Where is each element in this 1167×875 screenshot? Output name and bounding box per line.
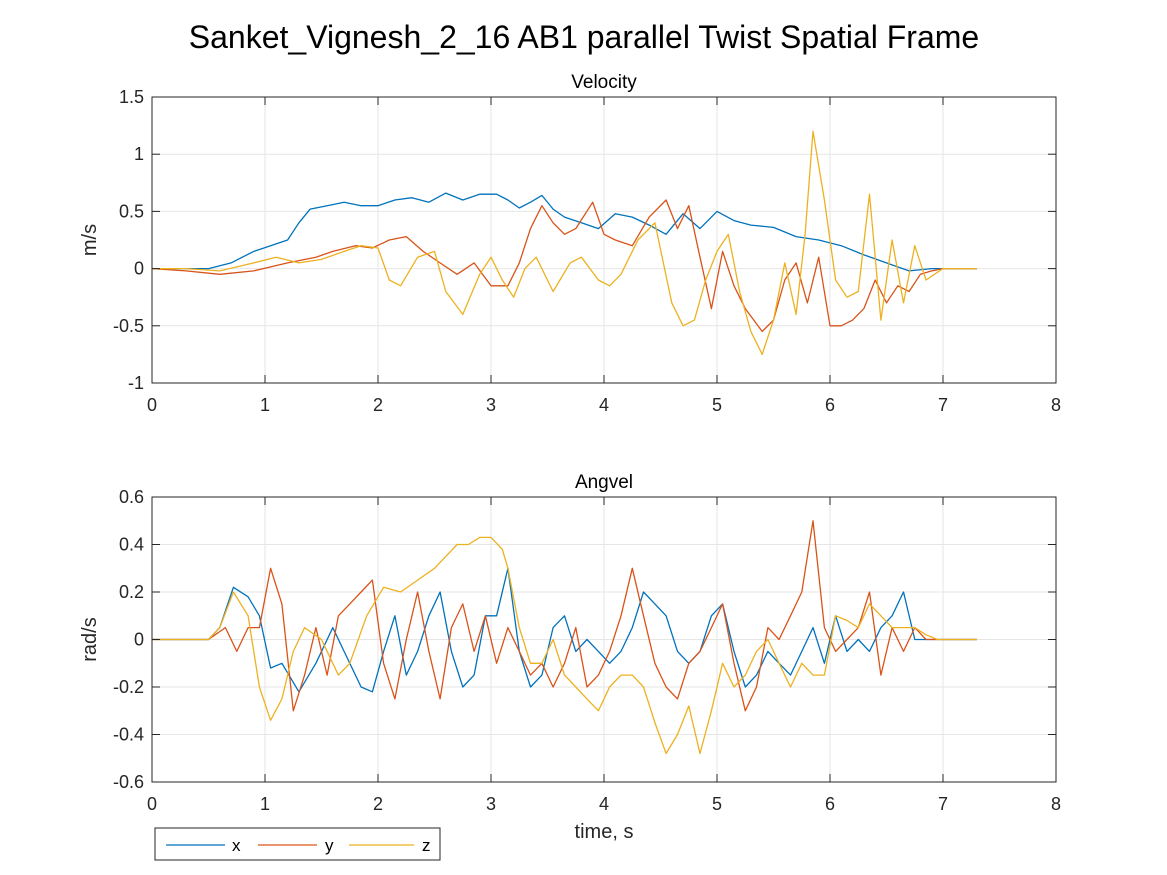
- angvel-ytick-label: 0: [134, 630, 144, 650]
- angvel-ytick-label: -0.2: [113, 677, 144, 697]
- velocity-axes: 0 1 2 3 4 5 6 7 8 -1 -0.5 0 0.5 1 1.5 Velocity m/s: [79, 72, 1061, 415]
- velocity-xtick-label: 5: [712, 395, 722, 415]
- legend-box: [154, 827, 441, 861]
- angvel-xtick-label: 4: [599, 794, 609, 814]
- angvel-ytick-label: -0.4: [113, 725, 144, 745]
- legend-label-y: y: [325, 836, 334, 855]
- velocity-ytick-label: -0.5: [113, 316, 144, 336]
- angvel-series-y: [152, 520, 977, 712]
- angvel-ytick-label: 0.4: [119, 535, 144, 555]
- velocity-xtick-label: 7: [938, 395, 948, 415]
- velocity-xtick-label: 8: [1051, 395, 1061, 415]
- velocity-ytick-label: 1: [134, 144, 144, 164]
- legend: x y z: [154, 827, 441, 861]
- angvel-series-x: [152, 567, 977, 693]
- angvel-xtick-label: 6: [825, 794, 835, 814]
- angvel-xlabel: time, s: [575, 821, 634, 843]
- angvel-xtick-label: 7: [938, 794, 948, 814]
- legend-label-x: x: [232, 836, 241, 855]
- velocity-ytick-label: 0: [134, 259, 144, 279]
- velocity-ytick-label: -1: [128, 373, 144, 393]
- velocity-series-y: [151, 199, 977, 333]
- velocity-title: Velocity: [571, 72, 637, 93]
- velocity-xtick-label: 1: [260, 395, 270, 415]
- angvel-series-z: [152, 536, 977, 755]
- angvel-xtick-label: 0: [147, 794, 157, 814]
- velocity-xtick-label: 4: [599, 395, 609, 415]
- angvel-ylabel: rad/s: [79, 617, 101, 661]
- velocity-series-z: [152, 130, 977, 356]
- velocity-xtick-label: 3: [486, 395, 496, 415]
- velocity-xtick-label: 0: [147, 395, 157, 415]
- angvel-xtick-label: 2: [373, 794, 383, 814]
- angvel-ytick-label: 0.2: [119, 582, 144, 602]
- angvel-title: Angvel: [575, 472, 633, 493]
- angvel-ytick-label: 0.6: [119, 487, 144, 507]
- velocity-ytick-label: 0.5: [119, 201, 144, 221]
- angvel-xtick-label: 5: [712, 794, 722, 814]
- velocity-xtick-label: 6: [825, 395, 835, 415]
- velocity-ylabel: m/s: [79, 224, 101, 256]
- figure-title: Sanket_Vignesh_2_16 AB1 parallel Twist S…: [189, 19, 979, 55]
- angvel-xtick-label: 1: [260, 794, 270, 814]
- velocity-ytick-label: 1.5: [119, 87, 144, 107]
- angvel-xtick-label: 3: [486, 794, 496, 814]
- velocity-xtick-label: 2: [373, 395, 383, 415]
- legend-label-z: z: [422, 836, 431, 855]
- velocity-series-x: [152, 192, 977, 272]
- angvel-ytick-label: -0.6: [113, 772, 144, 792]
- angvel-axes: 0 1 2 3 4 5 6 7 8 -0.6 -0.4 -0.2 0 0.2 0.4 0.6 Angvel rad…: [79, 472, 1061, 843]
- angvel-xtick-label: 8: [1051, 794, 1061, 814]
